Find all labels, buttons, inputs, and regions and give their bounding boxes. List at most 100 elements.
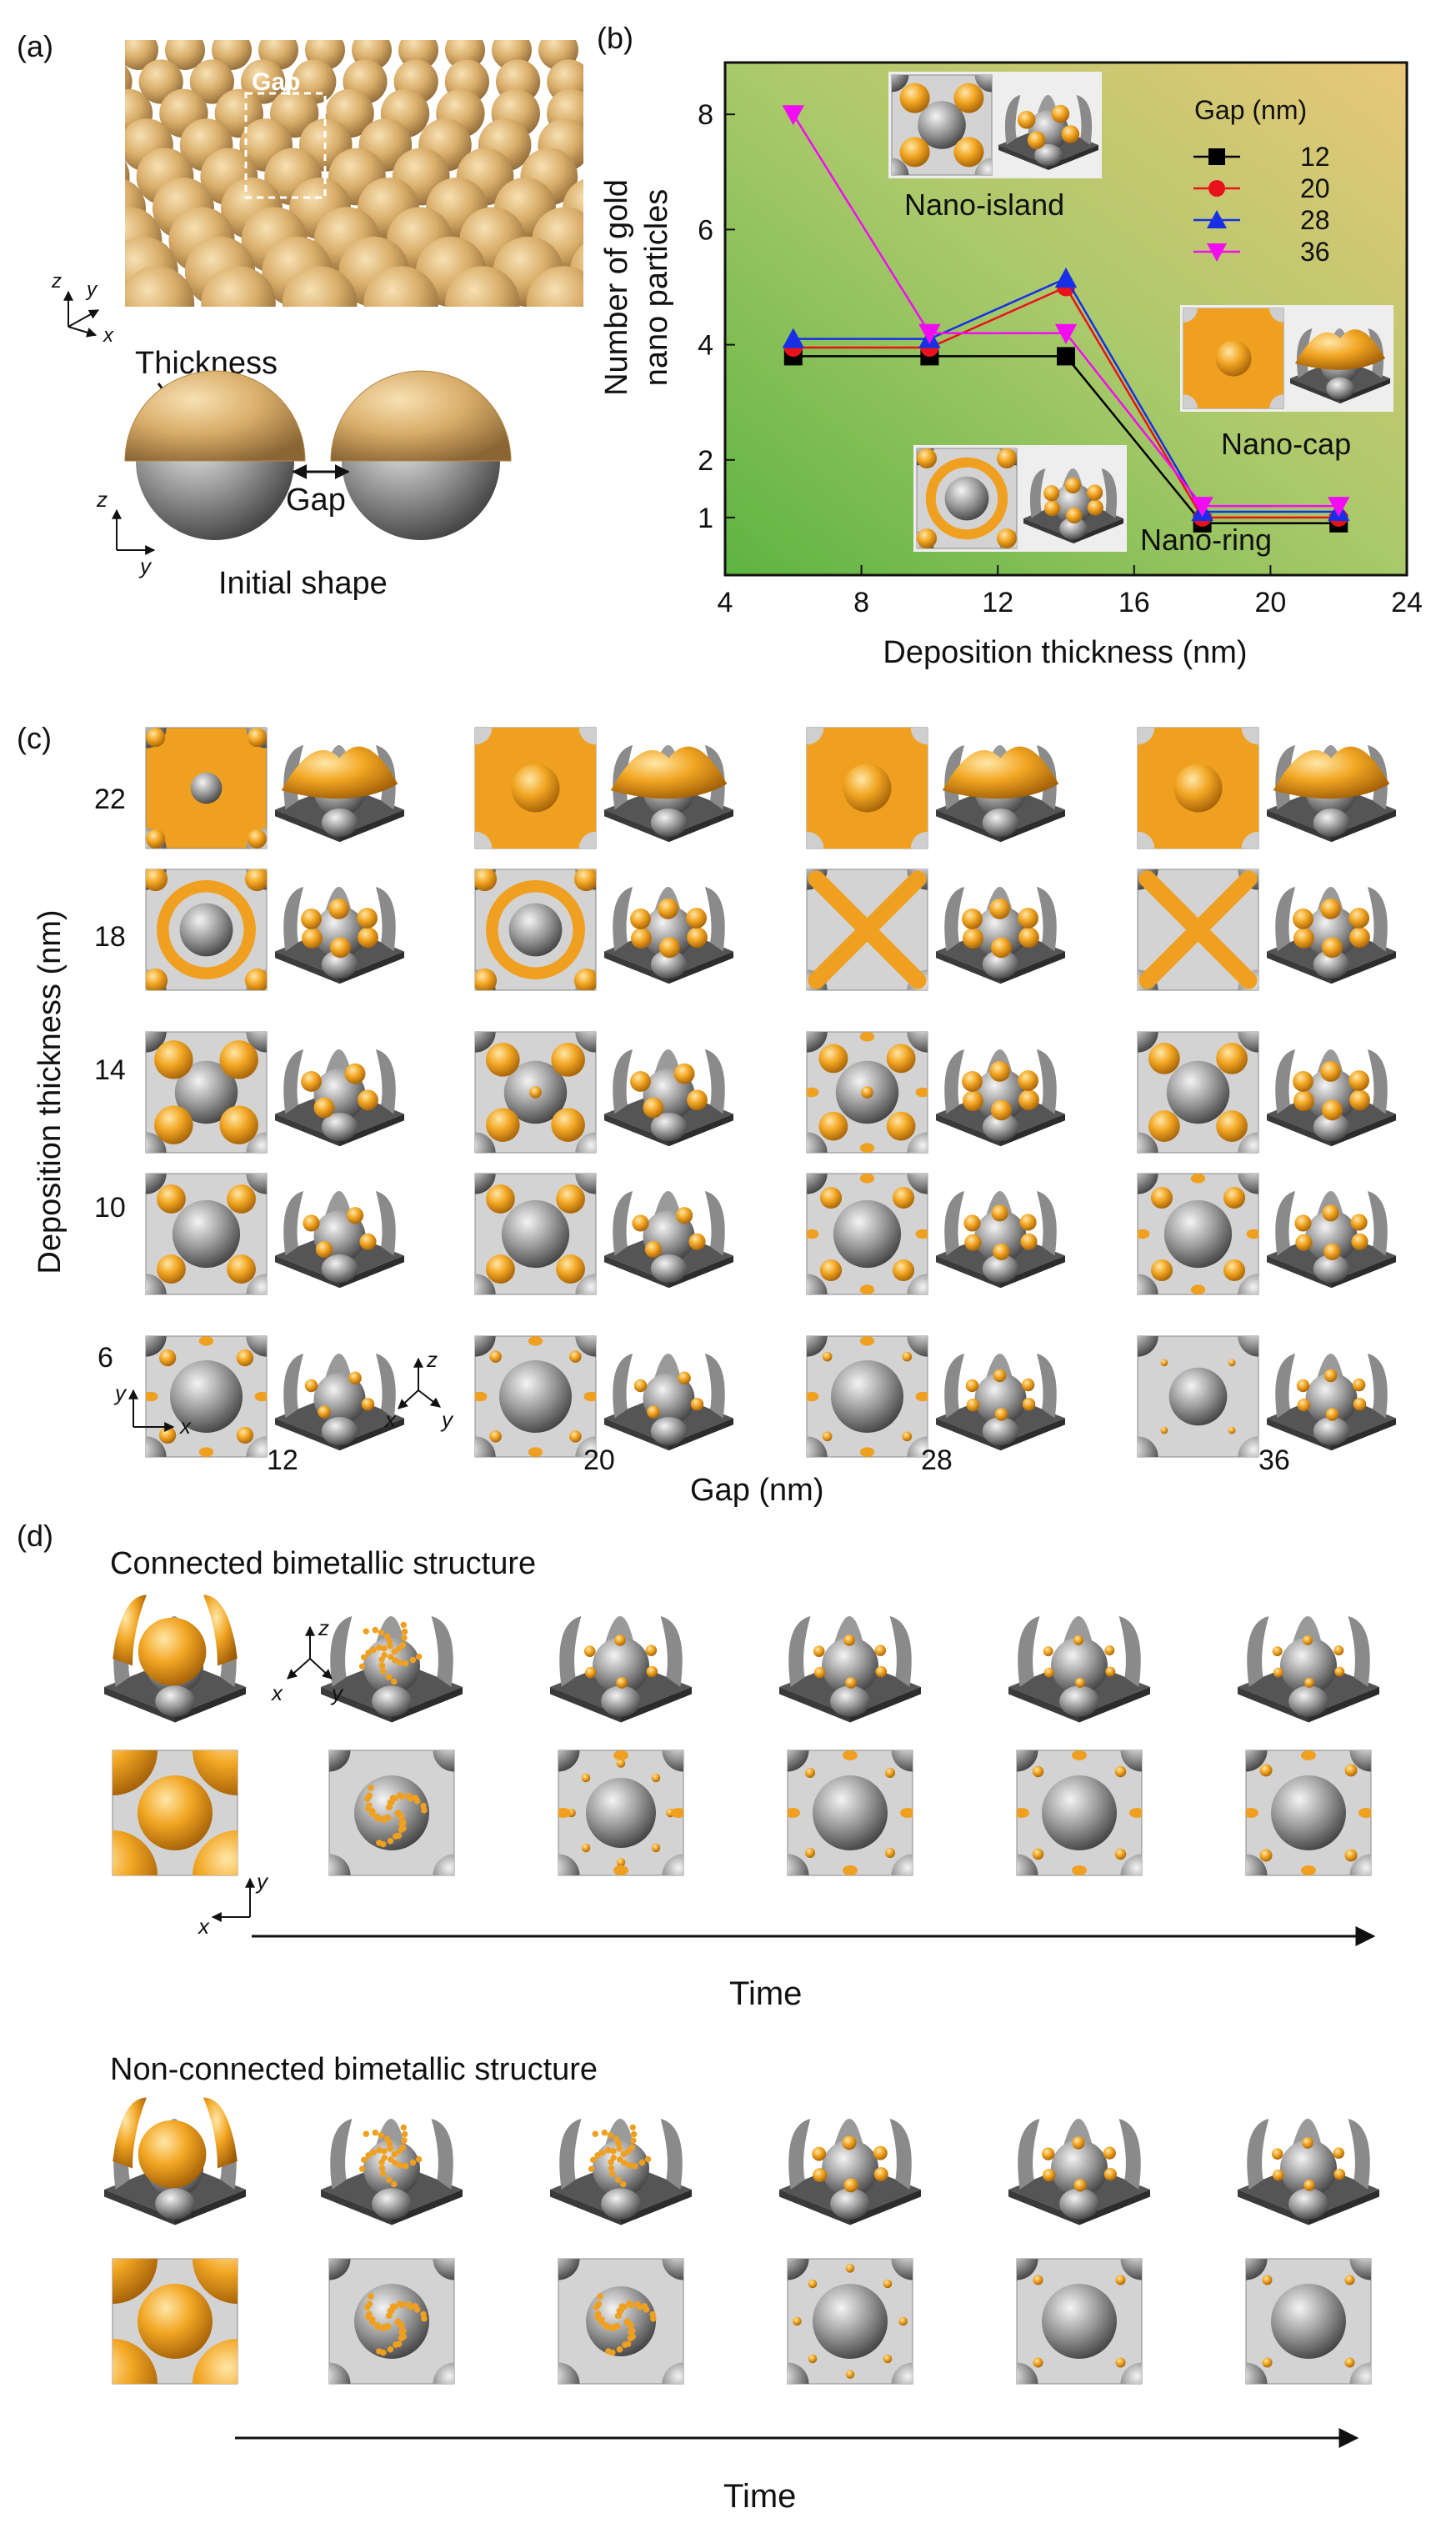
axes-triad-c-xy: y x: [113, 1380, 192, 1439]
point-gap-36-t18: [1191, 497, 1213, 518]
legend-label-28: 28: [1300, 205, 1330, 235]
panel-c-x-label: Gap (nm): [690, 1473, 823, 1508]
top-view-t22-gap20: [474, 727, 597, 849]
axis-x2-d: x: [197, 1914, 210, 1939]
top-view-t6-gap36: [1137, 1335, 1259, 1458]
iso-view-t22-gap20: [604, 745, 733, 843]
nonconnected-top-step-4: [787, 2258, 913, 2385]
nonconnected-top-step-3: [558, 2258, 684, 2385]
axes-triad-c-xyz: z x y: [383, 1347, 454, 1432]
legend-marker-20: [1208, 180, 1225, 197]
gap-label-bottom: Gap: [286, 483, 346, 518]
axis-x-d: x: [270, 1680, 283, 1705]
axis-y2-d: y: [255, 1869, 269, 1894]
axes-triad-top: z y x: [51, 270, 114, 347]
nonconnected-3d-step-6: [1238, 2119, 1379, 2225]
col-label-20: 20: [583, 1444, 615, 1476]
y-tick-label-6: 6: [698, 214, 713, 246]
connected-3d-row: [104, 1594, 1379, 1723]
nonconnected-3d-step-4: [779, 2119, 921, 2225]
point-gap-28-t6: [782, 328, 804, 348]
connected-top-step-1: [112, 1750, 238, 1876]
axes-triad-bottom: z y: [96, 487, 156, 578]
nano-island-inset: Nano-island: [888, 72, 1102, 222]
panel-a-label: (a): [17, 29, 53, 63]
panel-d: (d) Connected bimetallic structure z x y…: [17, 1519, 1379, 2515]
axes-triad-d-xyz: z x y: [270, 1615, 344, 1705]
legend-marker-36: [1207, 243, 1227, 262]
x-tick-label-4: 4: [718, 587, 733, 618]
nonconnected-3d-step-3: [550, 2119, 692, 2225]
connected-top-step-2: [328, 1750, 455, 1876]
top-view-t18-gap28: [806, 869, 928, 991]
point-gap-36-t10: [918, 323, 941, 344]
connected-3d-step-1: [104, 1594, 246, 1723]
panel-c-label: (c): [17, 721, 52, 755]
iso-view-t10-gap20: [604, 1191, 733, 1289]
annotation-nano-island: Nano-island: [904, 188, 1064, 222]
initial-shape-caption: Initial shape: [218, 566, 388, 601]
connected-top-step-3: [558, 1750, 684, 1876]
iso-view-t14-gap12: [275, 1049, 404, 1147]
nonconnected-top-step-1: [112, 2258, 238, 2385]
connected-top-step-4: [787, 1750, 913, 1876]
axis-z: z: [51, 270, 62, 293]
axis-x2-c: x: [383, 1407, 397, 1432]
iso-view-t6-gap12: [275, 1354, 404, 1451]
point-gap-36-t14: [1054, 323, 1078, 344]
axis-y: y: [85, 278, 98, 301]
top-view-t10-gap36: [1137, 1173, 1259, 1295]
top-view-t14-gap28: [806, 1031, 928, 1154]
top-view-t6-gap28: [806, 1335, 928, 1458]
y-axis-label-line-1: Number of gold: [599, 179, 634, 396]
axis-z-bottom: z: [96, 487, 108, 512]
top-view-t10-gap28: [806, 1173, 928, 1295]
time-label-2: Time: [723, 2478, 796, 2515]
nonconnected-title: Non-connected bimetallic structure: [110, 2052, 598, 2087]
time-label-1: Time: [729, 1975, 802, 2012]
point-gap-36-t22: [1328, 497, 1350, 518]
nano-cap-inset: Nano-cap: [1180, 305, 1393, 461]
axis-y-bottom: y: [138, 553, 153, 578]
gap-marker: [244, 92, 327, 199]
iso-view-t10-gap36: [1267, 1191, 1396, 1289]
iso-view-t14-gap28: [936, 1049, 1065, 1147]
iso-view-t22-gap36: [1267, 745, 1396, 843]
initial-shape-left: [124, 370, 306, 540]
row-label-18: 18: [94, 921, 126, 953]
axis-x-c: x: [178, 1414, 192, 1439]
iso-view-t18-gap12: [275, 887, 404, 984]
gap-label-top: Gap: [252, 68, 300, 96]
y-tick-label-1: 1: [698, 503, 713, 534]
top-view-t6-gap12: [145, 1335, 268, 1458]
row-label-6: 6: [98, 1342, 113, 1374]
nonconnected-3d-step-1: [104, 2097, 246, 2225]
row-label-10: 10: [94, 1192, 126, 1224]
initial-shape-right: [330, 370, 512, 540]
top-view-t14-gap12: [145, 1031, 268, 1154]
morphology-grid: [145, 727, 1396, 1458]
iso-view-t10-gap28: [936, 1191, 1065, 1289]
panel-a: (a) Gap z y x Thickness Gap z: [17, 29, 583, 601]
col-label-28: 28: [921, 1444, 953, 1476]
iso-view-t22-gap12: [275, 745, 404, 843]
axis-y2-c: y: [440, 1407, 454, 1432]
iso-view-t22-gap28: [936, 745, 1065, 843]
axes-triad-d-xy: y x: [197, 1869, 269, 1939]
top-view-t10-gap12: [145, 1173, 268, 1295]
row-label-22: 22: [94, 783, 126, 815]
legend-label-20: 20: [1300, 173, 1330, 203]
legend-label-12: 12: [1300, 142, 1330, 172]
axis-y-c: y: [113, 1380, 128, 1405]
annotation-nano-ring: Nano-ring: [1140, 523, 1272, 557]
iso-view-t6-gap20: [604, 1354, 733, 1451]
y-tick-label-8: 8: [698, 99, 713, 131]
point-gap-36-t6: [782, 105, 804, 126]
y-axis-label-line-2: nano particles: [639, 189, 674, 387]
y-tick-label-4: 4: [698, 330, 713, 362]
nano-ring-inset: Nano-ring: [913, 445, 1272, 557]
top-view-t18-gap36: [1137, 869, 1259, 991]
nonconnected-top-step-5: [1016, 2258, 1143, 2385]
